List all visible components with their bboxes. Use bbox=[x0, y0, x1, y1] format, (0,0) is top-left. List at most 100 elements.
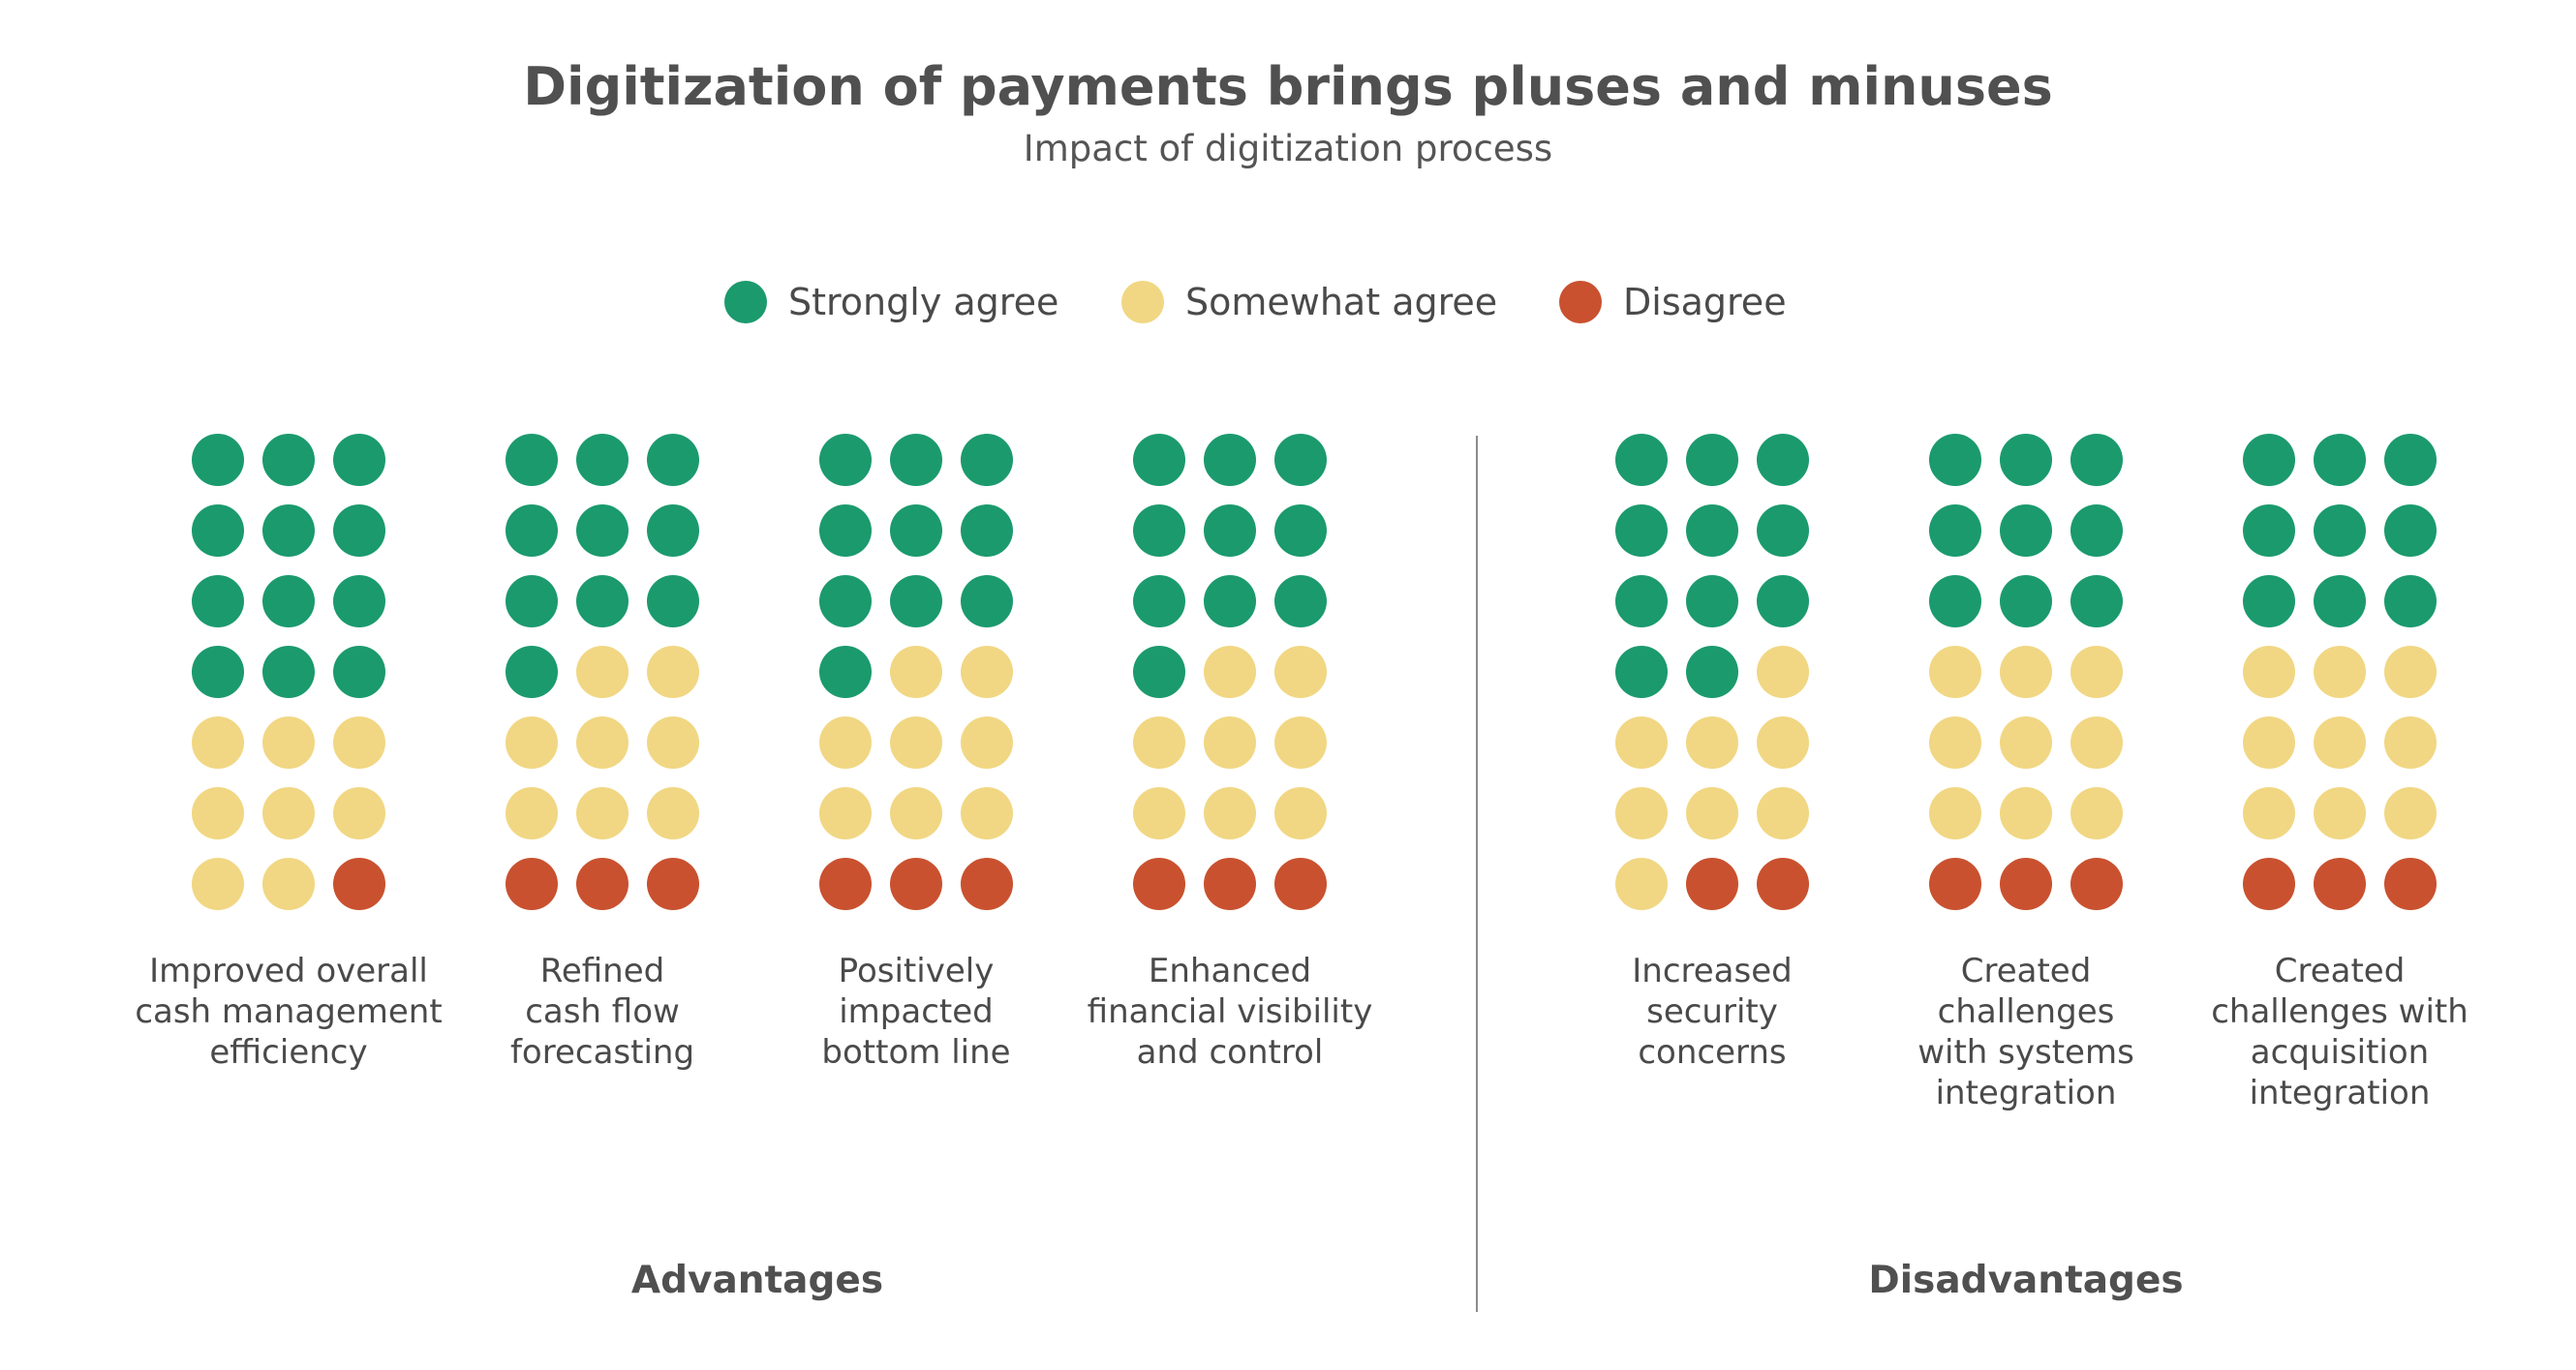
waffle-dot-somewhat-agree bbox=[1204, 716, 1256, 769]
waffle-dot-strongly-agree bbox=[1686, 575, 1738, 627]
waffle-dot-disagree bbox=[1929, 858, 1981, 910]
waffle-dot-somewhat-agree bbox=[576, 787, 629, 839]
waffle-dot-strongly-agree bbox=[2000, 575, 2052, 627]
waffle-dot-strongly-agree bbox=[1757, 504, 1809, 557]
waffle-dot-strongly-agree bbox=[2000, 504, 2052, 557]
waffle-dot-somewhat-agree bbox=[647, 787, 699, 839]
waffle-dot-strongly-agree bbox=[1274, 575, 1327, 627]
legend-item-disagree: Disagree bbox=[1559, 275, 1787, 329]
legend: Strongly agree Somewhat agree Disagree bbox=[0, 275, 2576, 329]
waffle-dot-disagree bbox=[1757, 858, 1809, 910]
waffle-dot-strongly-agree bbox=[2070, 575, 2123, 627]
waffle-dot-somewhat-agree bbox=[819, 716, 872, 769]
waffle-dot-somewhat-agree bbox=[2070, 716, 2123, 769]
waffle-dot-strongly-agree bbox=[2314, 434, 2366, 486]
category-label-4: Enhanced financial visibility and contro… bbox=[1087, 952, 1373, 1072]
waffle-dot-strongly-agree bbox=[1757, 434, 1809, 486]
waffle-dot-somewhat-agree bbox=[1615, 787, 1668, 839]
waffle-dot-strongly-agree bbox=[1757, 575, 1809, 627]
waffle-dot-somewhat-agree bbox=[576, 716, 629, 769]
waffle-dot-strongly-agree bbox=[2314, 504, 2366, 557]
waffle-dot-disagree bbox=[1686, 858, 1738, 910]
waffle-dot-strongly-agree bbox=[1615, 434, 1668, 486]
waffle-dot-somewhat-agree bbox=[2384, 787, 2437, 839]
waffle-dot-somewhat-agree bbox=[262, 858, 315, 910]
waffle-dot-disagree bbox=[961, 858, 1013, 910]
legend-label-strongly-agree: Strongly agree bbox=[788, 281, 1059, 323]
waffle-dot-strongly-agree bbox=[262, 504, 315, 557]
waffle-group-3 bbox=[819, 434, 1013, 910]
waffle-dot-somewhat-agree bbox=[1686, 716, 1738, 769]
waffle-dot-strongly-agree bbox=[647, 504, 699, 557]
waffle-dot-strongly-agree bbox=[576, 504, 629, 557]
waffle-dot-somewhat-agree bbox=[2243, 646, 2295, 698]
waffle-dot-somewhat-agree bbox=[333, 716, 385, 769]
waffle-dot-somewhat-agree bbox=[2070, 646, 2123, 698]
waffle-dot-somewhat-agree bbox=[2384, 716, 2437, 769]
legend-label-somewhat-agree: Somewhat agree bbox=[1185, 281, 1498, 323]
waffle-dot-somewhat-agree bbox=[1757, 646, 1809, 698]
legend-item-strongly-agree: Strongly agree bbox=[724, 275, 1058, 329]
waffle-dot-strongly-agree bbox=[192, 504, 244, 557]
waffle-group-2 bbox=[506, 434, 699, 910]
legend-dot-disagree bbox=[1559, 281, 1602, 323]
waffle-dot-strongly-agree bbox=[333, 575, 385, 627]
waffle-dot-strongly-agree bbox=[333, 646, 385, 698]
waffle-dot-somewhat-agree bbox=[2000, 787, 2052, 839]
waffle-dot-somewhat-agree bbox=[1757, 787, 1809, 839]
waffle-dot-strongly-agree bbox=[890, 434, 942, 486]
category-label-2: Refined cash flow forecasting bbox=[509, 952, 695, 1072]
waffle-dot-somewhat-agree bbox=[819, 787, 872, 839]
waffle-dot-strongly-agree bbox=[819, 575, 872, 627]
waffle-dot-strongly-agree bbox=[506, 646, 558, 698]
category-label-7: Created challenges with acquisition inte… bbox=[2211, 952, 2469, 1112]
waffle-group-5 bbox=[1615, 434, 1809, 910]
waffle-dot-disagree bbox=[647, 858, 699, 910]
waffle-dot-somewhat-agree bbox=[1615, 858, 1668, 910]
waffle-dot-somewhat-agree bbox=[192, 787, 244, 839]
waffle-dot-somewhat-agree bbox=[2070, 787, 2123, 839]
waffle-dot-strongly-agree bbox=[2000, 434, 2052, 486]
waffle-dot-somewhat-agree bbox=[262, 787, 315, 839]
legend-dot-somewhat-agree bbox=[1121, 281, 1164, 323]
waffle-dot-strongly-agree bbox=[2384, 575, 2437, 627]
waffle-dot-strongly-agree bbox=[961, 434, 1013, 486]
waffle-group-7 bbox=[2243, 434, 2437, 910]
waffle-dot-strongly-agree bbox=[647, 575, 699, 627]
waffle-dot-strongly-agree bbox=[2243, 575, 2295, 627]
category-label-5: Increased security concerns bbox=[1632, 952, 1793, 1072]
waffle-dot-strongly-agree bbox=[192, 434, 244, 486]
waffle-dot-somewhat-agree bbox=[2243, 787, 2295, 839]
waffle-dot-somewhat-agree bbox=[1133, 787, 1185, 839]
waffle-dot-somewhat-agree bbox=[961, 787, 1013, 839]
waffle-dot-disagree bbox=[2070, 858, 2123, 910]
waffle-dot-strongly-agree bbox=[506, 504, 558, 557]
waffle-dot-somewhat-agree bbox=[1615, 716, 1668, 769]
waffle-dot-disagree bbox=[1204, 858, 1256, 910]
waffle-dot-strongly-agree bbox=[506, 434, 558, 486]
waffle-group-4 bbox=[1133, 434, 1327, 910]
waffle-dot-disagree bbox=[1274, 858, 1327, 910]
waffle-dot-somewhat-agree bbox=[2000, 646, 2052, 698]
waffle-dot-strongly-agree bbox=[1204, 504, 1256, 557]
waffle-dot-strongly-agree bbox=[961, 575, 1013, 627]
waffle-dot-somewhat-agree bbox=[2314, 787, 2366, 839]
waffle-dot-somewhat-agree bbox=[1204, 646, 1256, 698]
waffle-dot-somewhat-agree bbox=[647, 716, 699, 769]
waffle-dot-strongly-agree bbox=[506, 575, 558, 627]
waffle-dot-somewhat-agree bbox=[890, 716, 942, 769]
waffle-dot-somewhat-agree bbox=[576, 646, 629, 698]
waffle-dot-somewhat-agree bbox=[1929, 716, 1981, 769]
waffle-dot-somewhat-agree bbox=[1929, 787, 1981, 839]
legend-dot-strongly-agree bbox=[724, 281, 767, 323]
waffle-dot-disagree bbox=[576, 858, 629, 910]
waffle-dot-somewhat-agree bbox=[1929, 646, 1981, 698]
waffle-dot-somewhat-agree bbox=[2314, 646, 2366, 698]
waffle-dot-somewhat-agree bbox=[890, 787, 942, 839]
waffle-dot-somewhat-agree bbox=[1274, 646, 1327, 698]
category-label-3: Positively impacted bottom line bbox=[821, 952, 1011, 1072]
waffle-dot-somewhat-agree bbox=[506, 716, 558, 769]
waffle-dot-strongly-agree bbox=[192, 646, 244, 698]
waffle-dot-disagree bbox=[1133, 858, 1185, 910]
legend-item-somewhat-agree: Somewhat agree bbox=[1121, 275, 1497, 329]
